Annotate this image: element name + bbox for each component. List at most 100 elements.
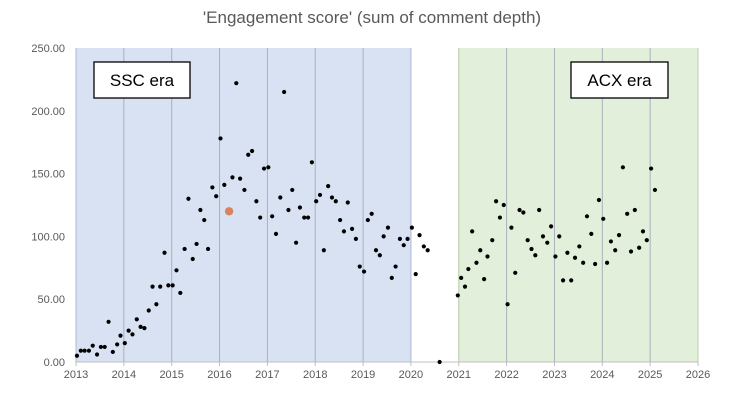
data-point-40 bbox=[238, 176, 243, 181]
data-point-33 bbox=[205, 246, 211, 252]
data-point-111 bbox=[540, 234, 546, 239]
data-point-17 bbox=[142, 325, 147, 331]
data-point-135 bbox=[637, 245, 642, 250]
acx-era-band bbox=[458, 48, 698, 362]
data-point-134 bbox=[632, 207, 637, 213]
data-point-7 bbox=[102, 344, 107, 350]
data-point-73 bbox=[369, 211, 374, 216]
data-point-95 bbox=[478, 248, 483, 253]
data-point-136 bbox=[640, 229, 646, 234]
y-tick-label-200-00: 200.00 bbox=[31, 106, 65, 118]
data-point-0 bbox=[74, 353, 80, 358]
era-labels: SSC era ACX era bbox=[93, 61, 669, 99]
data-point-65 bbox=[338, 217, 343, 223]
data-point-88 bbox=[437, 359, 442, 365]
data-point-81 bbox=[401, 243, 406, 248]
data-point-10 bbox=[115, 342, 120, 347]
x-tick-label-2020: 2020 bbox=[399, 369, 423, 381]
data-point-117 bbox=[565, 250, 570, 255]
x-tick-label-2025: 2025 bbox=[638, 369, 662, 381]
ssc-era-band bbox=[76, 48, 411, 362]
data-point-101 bbox=[501, 202, 506, 208]
data-point-113 bbox=[549, 224, 554, 229]
data-point-31 bbox=[198, 207, 203, 213]
data-point-96 bbox=[482, 277, 487, 282]
y-tick-label-0-00: 0.00 bbox=[44, 357, 65, 369]
data-point-61 bbox=[321, 248, 326, 253]
data-point-109 bbox=[533, 253, 538, 258]
data-point-68 bbox=[349, 226, 355, 231]
x-tick-label-2018: 2018 bbox=[303, 369, 327, 381]
x-tick-label-2016: 2016 bbox=[207, 369, 231, 381]
data-point-126 bbox=[601, 216, 606, 221]
data-point-121 bbox=[581, 260, 586, 265]
data-point-6 bbox=[98, 344, 103, 350]
data-point-125 bbox=[596, 197, 602, 203]
data-point-52 bbox=[286, 207, 291, 213]
data-point-130 bbox=[616, 233, 622, 238]
data-point-123 bbox=[589, 231, 594, 236]
data-point-127 bbox=[604, 260, 610, 265]
data-point-131 bbox=[620, 165, 625, 170]
data-point-45 bbox=[258, 215, 263, 220]
x-tick-label-2024: 2024 bbox=[590, 369, 614, 381]
data-point-93 bbox=[470, 229, 475, 234]
data-point-27 bbox=[182, 246, 187, 252]
acx-era-label: ACX era bbox=[587, 71, 652, 90]
data-point-50 bbox=[278, 195, 283, 200]
data-point-28 bbox=[186, 196, 191, 201]
data-point-98 bbox=[490, 238, 495, 243]
y-tick-label-50-00: 50.00 bbox=[37, 294, 65, 306]
data-point-139 bbox=[652, 187, 658, 193]
data-point-70 bbox=[357, 264, 362, 269]
data-point-19 bbox=[150, 284, 155, 289]
data-point-94 bbox=[474, 260, 479, 265]
acx-era-label-box bbox=[570, 61, 669, 99]
ssc-era-label: SSC era bbox=[110, 71, 175, 90]
data-point-25 bbox=[174, 268, 179, 273]
x-tick-label-2026: 2026 bbox=[686, 369, 710, 381]
data-point-114 bbox=[553, 254, 558, 259]
data-point-35 bbox=[214, 194, 219, 199]
x-tick-label-2023: 2023 bbox=[542, 369, 566, 381]
data-point-76 bbox=[381, 234, 386, 239]
y-tick-label-150-00: 150.00 bbox=[31, 169, 65, 181]
data-point-2 bbox=[82, 348, 87, 353]
data-point-105 bbox=[517, 207, 522, 213]
data-point-47 bbox=[266, 165, 271, 170]
data-point-24 bbox=[170, 283, 175, 288]
data-point-106 bbox=[521, 210, 526, 215]
ssc-era-label-box bbox=[93, 61, 191, 99]
data-point-89 bbox=[455, 293, 460, 298]
data-point-80 bbox=[397, 236, 403, 242]
data-point-102 bbox=[505, 302, 510, 307]
data-point-42 bbox=[246, 152, 251, 157]
data-point-124 bbox=[593, 261, 598, 267]
data-point-78 bbox=[389, 275, 394, 280]
data-point-82 bbox=[405, 236, 410, 242]
data-point-115 bbox=[557, 234, 562, 239]
data-point-20 bbox=[154, 302, 159, 307]
data-point-59 bbox=[314, 199, 319, 204]
data-point-87 bbox=[425, 248, 430, 253]
data-point-49 bbox=[273, 231, 279, 236]
data-point-38 bbox=[230, 175, 235, 180]
data-point-62 bbox=[326, 184, 331, 189]
data-point-18 bbox=[146, 308, 151, 313]
data-point-86 bbox=[421, 244, 426, 249]
data-point-110 bbox=[537, 207, 542, 213]
data-point-107 bbox=[525, 238, 530, 243]
data-point-120 bbox=[577, 244, 582, 249]
data-point-15 bbox=[134, 317, 139, 322]
data-point-56 bbox=[302, 215, 307, 220]
data-point-137 bbox=[644, 238, 649, 243]
data-points bbox=[74, 81, 658, 365]
data-point-71 bbox=[361, 269, 367, 274]
vertical-gridlines bbox=[123, 48, 651, 362]
data-point-51 bbox=[282, 89, 287, 95]
data-point-46 bbox=[261, 166, 267, 171]
data-point-138 bbox=[649, 166, 654, 171]
data-point-92 bbox=[466, 266, 471, 272]
data-point-112 bbox=[545, 240, 550, 245]
